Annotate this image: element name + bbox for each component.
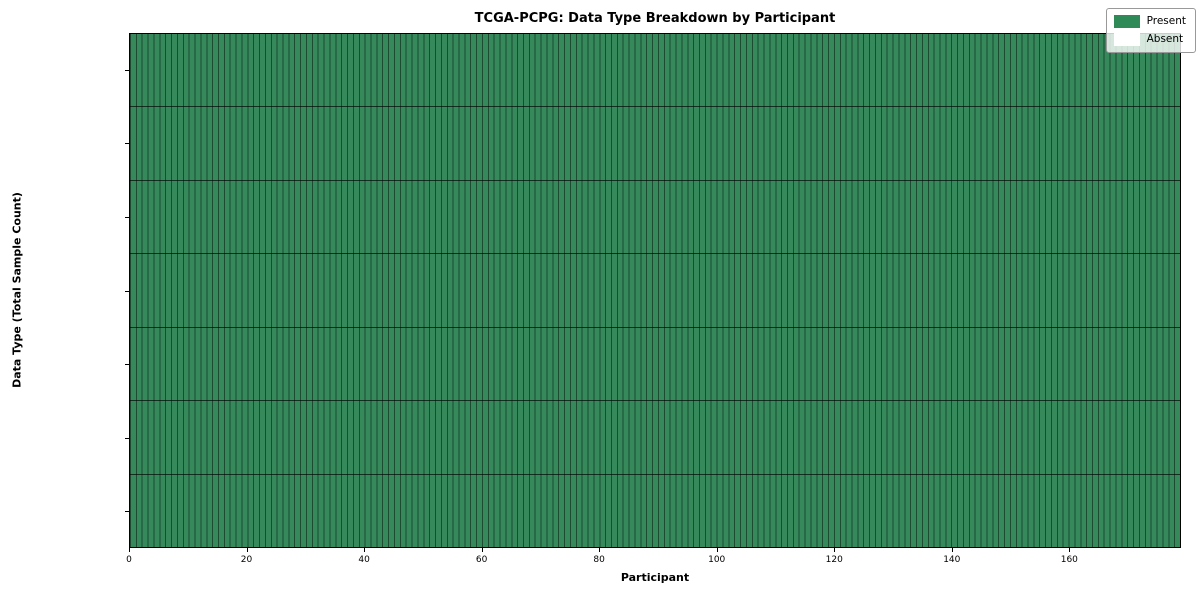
y-tick: [125, 290, 129, 292]
chart-title: TCGA-PCPG: Data Type Breakdown by Partic…: [474, 11, 836, 26]
legend: Present Absent: [1105, 8, 1196, 53]
x-tick: [1069, 548, 1071, 552]
heatmap-row-mir: [130, 107, 1180, 181]
y-axis-label: Data Type (Total Sample Count): [10, 192, 24, 388]
x-tick: [834, 548, 836, 552]
y-tick: [125, 69, 129, 71]
legend-swatch-present: [1113, 15, 1140, 28]
x-tick-label: 100: [708, 555, 726, 565]
legend-label-absent: Absent: [1146, 33, 1184, 45]
y-tick: [125, 511, 129, 513]
y-tick: [125, 364, 129, 366]
legend-entry-absent: Absent: [1113, 33, 1186, 46]
x-tick-label: 140: [943, 555, 961, 565]
heatmap-row-methylation: [130, 401, 1180, 475]
heatmap-row-mrna: [130, 254, 1180, 328]
x-tick: [246, 548, 248, 552]
x-tick-label: 60: [475, 555, 488, 565]
heatmap-row-cn: [130, 474, 1180, 547]
legend-label-present: Present: [1146, 15, 1186, 27]
x-tick-label: 20: [240, 555, 253, 565]
x-tick-label: 40: [358, 555, 370, 565]
y-tick: [125, 216, 129, 218]
x-axis-label: Participant: [620, 571, 690, 584]
heatmap-row-clinical: [130, 327, 1180, 402]
x-tick-label: 120: [825, 555, 843, 565]
heatmap-row-maf: [130, 180, 1180, 255]
x-tick: [599, 548, 601, 552]
x-tick: [129, 548, 130, 552]
x-tick: [716, 548, 718, 552]
x-tick: [364, 548, 366, 552]
x-tick-label: 0: [126, 555, 132, 565]
legend-swatch-absent: [1113, 33, 1140, 46]
x-tick: [481, 548, 483, 552]
x-tick: [951, 548, 953, 552]
x-tick-label: 80: [593, 555, 605, 565]
y-tick: [125, 143, 129, 145]
heatmap-row-bcr: [130, 34, 1180, 108]
y-tick: [125, 437, 129, 439]
plot-area: [129, 33, 1181, 548]
legend-entry-present: Present: [1113, 15, 1186, 28]
x-tick-label: 160: [1060, 555, 1078, 565]
